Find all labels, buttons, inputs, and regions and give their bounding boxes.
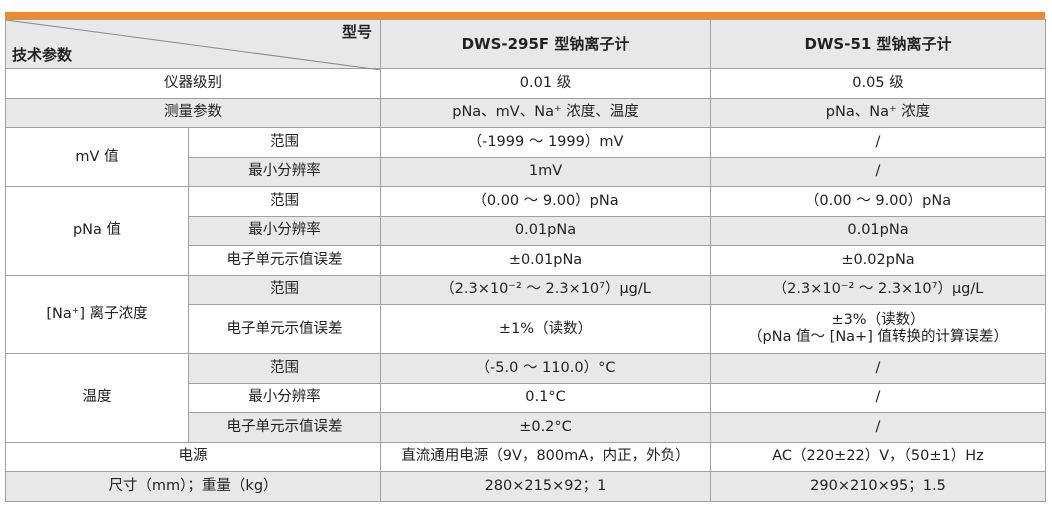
cell: 280×215×92；1 (380, 471, 711, 502)
model-header-dws51: DWS-51 型钠离子计 (710, 19, 1046, 69)
sub-label: 范围 (188, 353, 381, 384)
diagonal-line (6, 20, 381, 70)
sub-label: 最小分辨率 (188, 156, 381, 187)
table-row: 尺寸（mm）；重量（kg） 280×215×92；1 290×210×95；1.… (5, 471, 1046, 502)
table-row: pNa 值 范围 （0.00 ～ 9.00）pNa （0.00 ～ 9.00）p… (5, 186, 1046, 276)
header-row: 型号 技术参数 DWS-295F 型钠离子计 DWS-51 型钠离子计 (5, 19, 1046, 70)
cell: 直流通用电源（9V，800mA，内正，外负） (380, 441, 711, 472)
spec-table: 型号 技术参数 DWS-295F 型钠离子计 DWS-51 型钠离子计 仪器级别… (5, 19, 1046, 502)
cell: / (710, 127, 1046, 158)
cell: ±0.02pNa (710, 245, 1046, 276)
diagonal-header-cell: 型号 技术参数 (5, 19, 381, 70)
group-label: 温度 (5, 353, 189, 443)
table-row: 最小分辨率 0.1°C / (6, 382, 1046, 413)
sub-label: 范围 (188, 186, 381, 217)
model-header-dws295f: DWS-295F 型钠离子计 (380, 19, 711, 69)
sub-label: 范围 (188, 274, 381, 305)
table-row: 最小分辨率 0.01pNa 0.01pNa (6, 215, 1046, 246)
table-row: 温度 范围 （-5.0 ～ 110.0）°C / (5, 353, 1046, 443)
group-label: mV 值 (5, 127, 189, 187)
cell-line: （pNa 值～ [Na+] 值转换的计算误差） (748, 329, 1008, 345)
cell: （-5.0 ～ 110.0）°C (380, 353, 711, 384)
param-label: 技术参数 (12, 46, 73, 64)
group-label: [Na⁺] 离子浓度 (5, 274, 189, 354)
cell: 0.01 级 (380, 68, 711, 99)
row-label: 电源 (5, 441, 381, 472)
table-row: 电子单元示值误差 ±0.01pNa ±0.02pNa (6, 245, 1046, 276)
table-row: 测量参数 pNa、mV、Na⁺ 浓度、温度 pNa、Na⁺ 浓度 (5, 97, 1046, 128)
sub-label: 电子单元示值误差 (188, 245, 381, 276)
row-label: 测量参数 (5, 97, 381, 128)
table-row: [Na⁺] 离子浓度 范围 （2.3×10⁻² ～ 2.3×10⁷）μg/L （… (5, 274, 1046, 354)
cell: / (710, 412, 1046, 443)
cell: 1mV (380, 156, 711, 187)
cell: ±0.01pNa (380, 245, 711, 276)
cell: （-1999 ～ 1999）mV (380, 127, 711, 158)
cell: 0.05 级 (710, 68, 1046, 99)
model-label: 型号 (341, 23, 372, 41)
accent-bar (5, 12, 1045, 19)
cell: AC（220±22）V，（50±1）Hz (710, 441, 1046, 472)
cell: pNa、mV、Na⁺ 浓度、温度 (380, 97, 711, 128)
cell: ±1%（读数） (380, 304, 711, 354)
cell: / (710, 156, 1046, 187)
cell: 290×210×95；1.5 (710, 471, 1046, 502)
row-label: 尺寸（mm）；重量（kg） (5, 471, 381, 502)
cell: / (710, 353, 1046, 384)
cell: ±3%（读数） （pNa 值～ [Na+] 值转换的计算误差） (710, 304, 1046, 354)
sub-label: 最小分辨率 (188, 215, 381, 246)
cell-line: ±3%（读数） (831, 312, 925, 328)
row-label: 仪器级别 (5, 68, 381, 99)
sub-label: 最小分辨率 (188, 382, 381, 413)
cell: 0.1°C (380, 382, 711, 413)
cell: （2.3×10⁻² ～ 2.3×10⁷）μg/L (710, 274, 1046, 305)
cell: pNa、Na⁺ 浓度 (710, 97, 1046, 128)
group-label: pNa 值 (5, 186, 189, 276)
table-row: mV 值 范围 （-1999 ～ 1999）mV / (5, 127, 1046, 187)
table-row: 仪器级别 0.01 级 0.05 级 (5, 68, 1046, 99)
table-row: 电子单元示值误差 ±1%（读数） ±3%（读数） （pNa 值～ [Na+] 值转… (6, 304, 1046, 354)
cell: （0.00 ～ 9.00）pNa (710, 186, 1046, 217)
sub-label: 电子单元示值误差 (188, 304, 381, 354)
cell: / (710, 382, 1046, 413)
sub-label: 电子单元示值误差 (188, 412, 381, 443)
sub-label: 范围 (188, 127, 381, 158)
cell: ±0.2°C (380, 412, 711, 443)
cell: 0.01pNa (710, 215, 1046, 246)
cell: （2.3×10⁻² ～ 2.3×10⁷）μg/L (380, 274, 711, 305)
cell: 0.01pNa (380, 215, 711, 246)
table-row: 电源 直流通用电源（9V，800mA，内正，外负） AC（220±22）V，（5… (5, 441, 1046, 472)
cell: （0.00 ～ 9.00）pNa (380, 186, 711, 217)
table-row: 电子单元示值误差 ±0.2°C / (6, 412, 1046, 443)
